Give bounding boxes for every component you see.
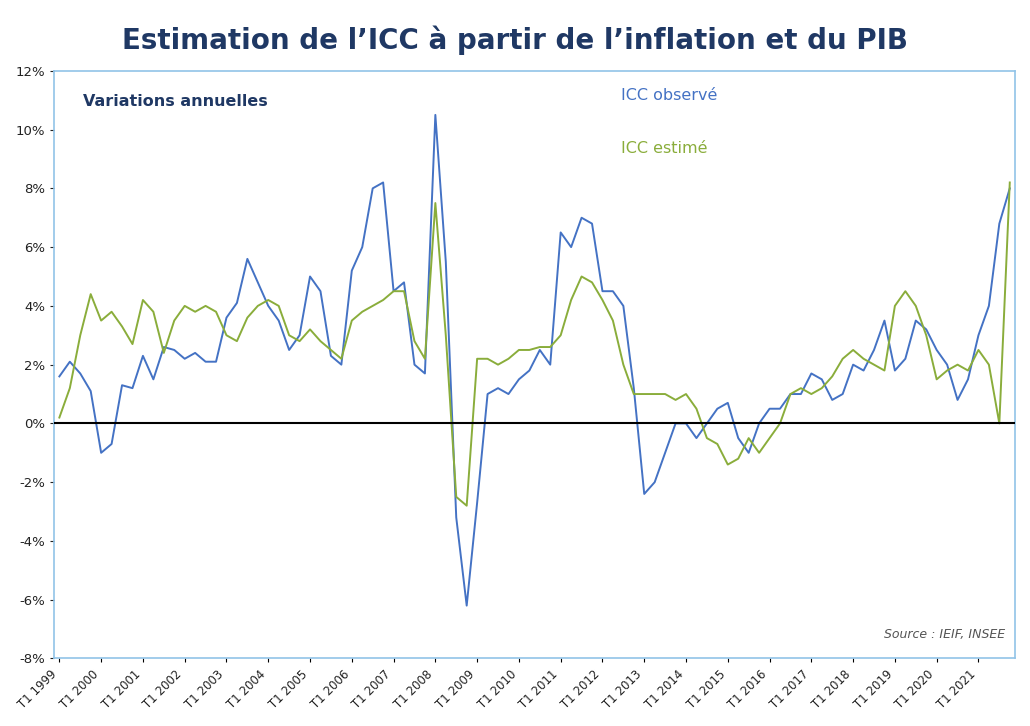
Text: Variations annuelles: Variations annuelles — [83, 94, 268, 110]
Text: Estimation de l’ICC à partir de l’inflation et du PIB: Estimation de l’ICC à partir de l’inflat… — [122, 25, 908, 55]
Text: Source : IEIF, INSEE: Source : IEIF, INSEE — [885, 628, 1005, 641]
Text: ICC observé: ICC observé — [621, 89, 718, 103]
Text: ICC estimé: ICC estimé — [621, 142, 708, 156]
